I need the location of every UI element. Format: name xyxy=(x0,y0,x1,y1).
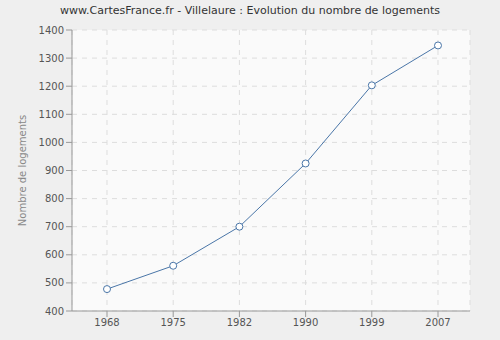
svg-text:2007: 2007 xyxy=(425,317,450,328)
svg-text:1982: 1982 xyxy=(227,317,252,328)
svg-text:1200: 1200 xyxy=(39,81,64,92)
svg-text:1300: 1300 xyxy=(39,53,64,64)
html-text:www.CartesFrance.fr - Villelau: www.CartesFrance.fr - Villelaure : Evolu… xyxy=(60,4,440,17)
svg-text:1990: 1990 xyxy=(293,317,318,328)
svg-text:800: 800 xyxy=(45,193,64,204)
svg-text:1400: 1400 xyxy=(39,25,64,36)
svg-text:Nombre de logements: Nombre de logements xyxy=(17,115,28,226)
svg-text:400: 400 xyxy=(45,306,64,317)
svg-text:1975: 1975 xyxy=(160,317,185,328)
svg-text:1968: 1968 xyxy=(94,317,119,328)
svg-text:600: 600 xyxy=(45,249,64,260)
svg-text:1100: 1100 xyxy=(39,109,64,120)
svg-text:500: 500 xyxy=(45,277,64,288)
svg-text:1000: 1000 xyxy=(39,137,64,148)
svg-text:900: 900 xyxy=(45,165,64,176)
svg-text:700: 700 xyxy=(45,221,64,232)
svg-text:1999: 1999 xyxy=(359,317,384,328)
